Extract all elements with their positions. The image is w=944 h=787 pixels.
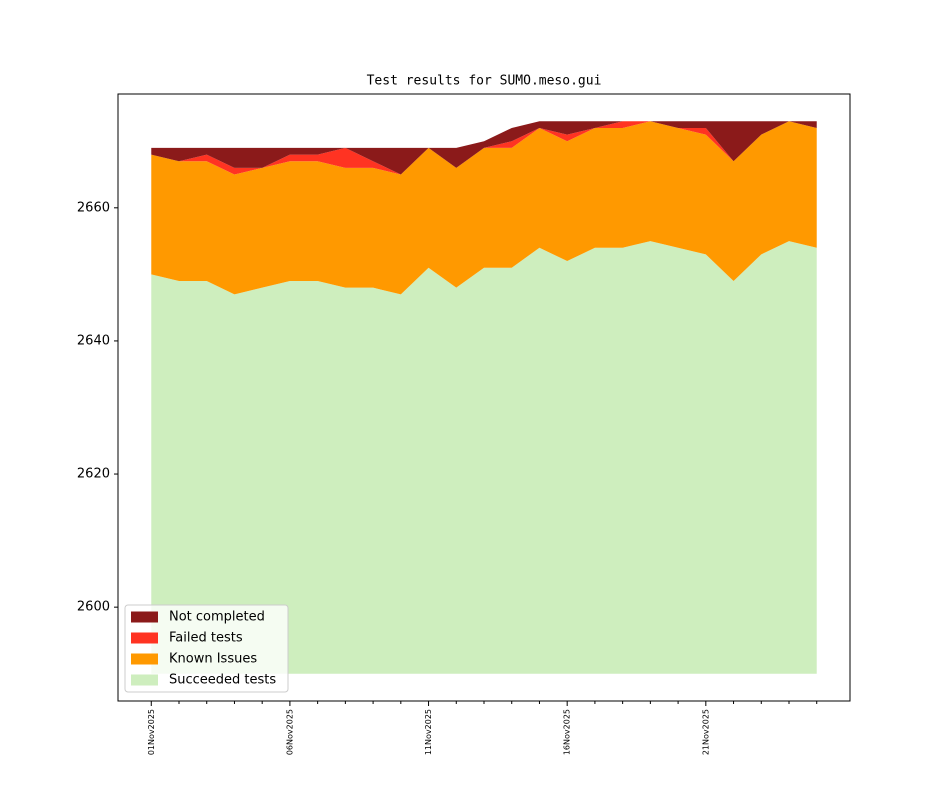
x-tick-label: 21Nov2025 bbox=[701, 709, 710, 755]
legend-swatch bbox=[131, 674, 158, 686]
area bbox=[151, 241, 817, 674]
y-tick-label: 2640 bbox=[77, 333, 110, 348]
legend-label: Failed tests bbox=[169, 631, 243, 646]
chart-title: Test results for SUMO.meso.gui bbox=[367, 74, 602, 89]
legend-swatch bbox=[131, 653, 158, 665]
x-tick-label: 11Nov2025 bbox=[424, 709, 433, 755]
area bbox=[151, 121, 817, 295]
legend-label: Succeeded tests bbox=[169, 673, 276, 688]
area bbox=[151, 121, 817, 175]
x-tick-label: 01Nov2025 bbox=[147, 709, 156, 755]
legend-swatch bbox=[131, 632, 158, 644]
legend-frame bbox=[124, 604, 289, 693]
y-tick-label: 2600 bbox=[77, 600, 110, 615]
area bbox=[151, 121, 817, 175]
y-tick-label: 2660 bbox=[77, 200, 110, 215]
x-tick-label: 06Nov2025 bbox=[285, 709, 294, 755]
legend-label: Known Issues bbox=[169, 652, 257, 667]
legend-swatch bbox=[131, 611, 158, 623]
y-tick-label: 2620 bbox=[77, 467, 110, 482]
legend: Not completed Failed tests Known Issues Suc… bbox=[124, 604, 289, 693]
legend-label: Not completed bbox=[169, 610, 265, 625]
x-tick-label: 16Nov2025 bbox=[563, 709, 572, 755]
